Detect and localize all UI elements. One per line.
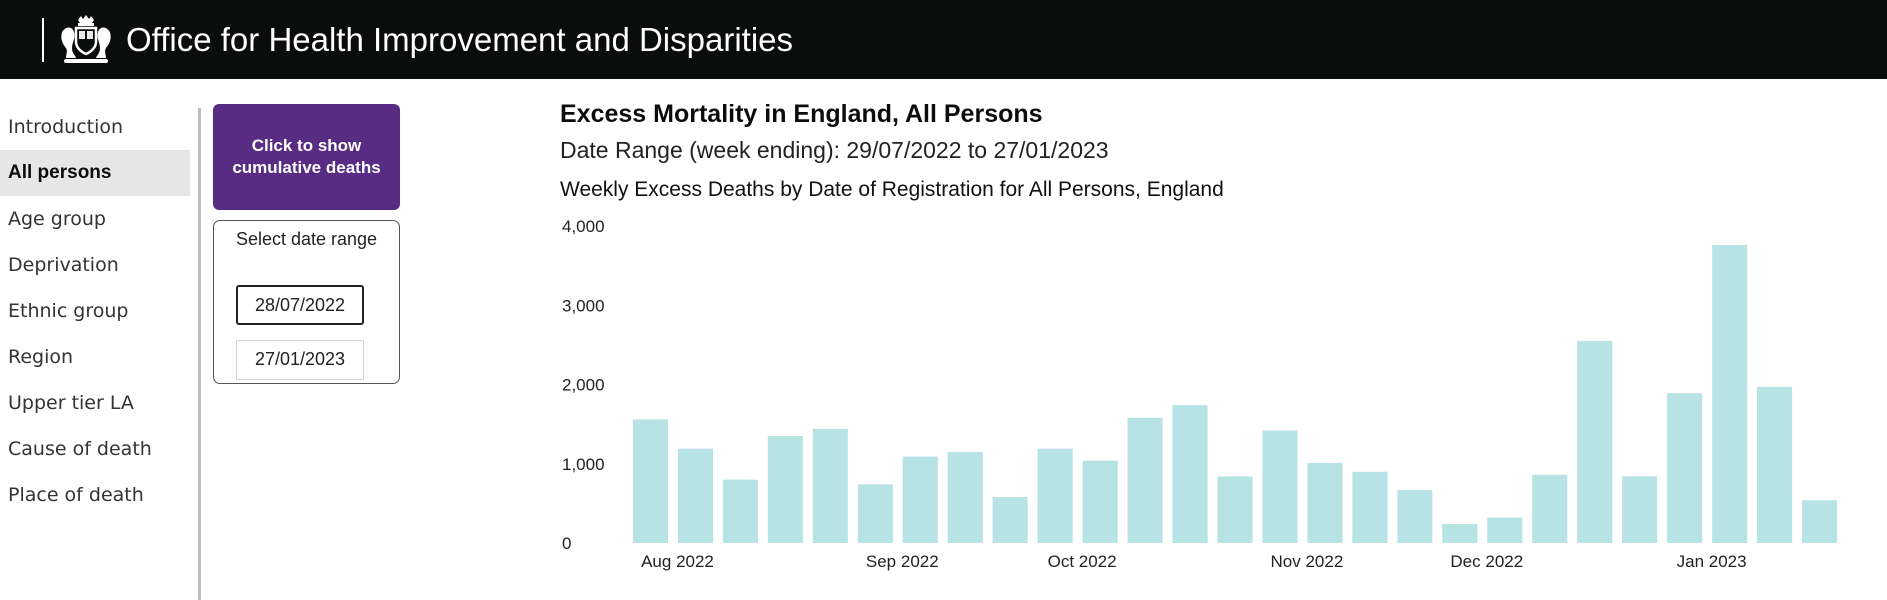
chart-title: Excess Mortality in England, All Persons	[560, 100, 1043, 128]
x-tick-label: Jan 2023	[1677, 552, 1747, 571]
bar-week-2022-10-14[interactable]	[1127, 417, 1163, 543]
nav-item-age-group[interactable]: Age group	[8, 208, 106, 230]
header-title: Office for Health Improvement and Dispar…	[126, 20, 794, 58]
start-date-input[interactable]: 28/07/2022	[236, 285, 364, 325]
bar-week-2023-01-27[interactable]	[1802, 500, 1838, 543]
nav-item-all-persons[interactable]: All persons	[0, 150, 190, 196]
bar-week-2023-01-20[interactable]	[1757, 386, 1793, 543]
y-tick-label: 4,000	[562, 217, 605, 236]
end-date-input[interactable]: 27/01/2023	[236, 340, 364, 380]
nav-item-place-of-death[interactable]: Place of death	[8, 484, 144, 506]
bar-week-2022-11-18[interactable]	[1352, 471, 1388, 543]
sidebar-nav: Introduction All persons Age group Depri…	[0, 104, 190, 518]
date-range-label: Select date range	[235, 229, 378, 249]
nav-item-region[interactable]: Region	[8, 346, 74, 368]
bar-week-2022-10-21[interactable]	[1172, 405, 1208, 543]
x-tick-label: Oct 2022	[1048, 552, 1117, 571]
bar-week-2022-12-23[interactable]	[1577, 340, 1613, 543]
show-cumulative-deaths-button[interactable]: Click to show cumulative deaths	[213, 104, 400, 210]
bar-week-2022-09-16[interactable]	[947, 451, 983, 543]
y-tick-label: 0	[562, 534, 571, 553]
excess-deaths-bar-chart: 0 1,000 2,000 3,000 4,000 Aug 2022 Sep 2022 Oct…	[562, 217, 1838, 571]
nav-item-ethnic-group[interactable]: Ethnic group	[8, 300, 129, 322]
nav-item-cause-of-death[interactable]: Cause of death	[8, 438, 152, 460]
chart-date-range: Date Range (week ending): 29/07/2022 to …	[560, 137, 1109, 163]
nav-item-introduction[interactable]: Introduction	[8, 116, 124, 138]
sidebar-divider	[198, 108, 201, 600]
bar-week-2022-08-12[interactable]	[722, 479, 758, 543]
bar-week-2022-10-28[interactable]	[1217, 476, 1253, 543]
bar-week-2023-01-06[interactable]	[1667, 393, 1703, 543]
bar-week-2022-12-09[interactable]	[1487, 517, 1523, 543]
bar-week-2022-12-30[interactable]	[1622, 476, 1658, 543]
bar-week-2022-11-25[interactable]	[1397, 489, 1433, 543]
site-header: Office for Health Improvement and Dispar…	[0, 0, 1887, 79]
bar-week-2022-08-26[interactable]	[812, 428, 848, 543]
bar-week-2022-09-02[interactable]	[857, 484, 893, 543]
royal-coat-of-arms-icon	[61, 14, 111, 63]
bar-week-2022-07-29[interactable]	[632, 419, 668, 543]
bar-week-2022-10-07[interactable]	[1082, 460, 1118, 543]
bar-week-2022-12-02[interactable]	[1442, 524, 1478, 543]
bar-week-2023-01-13[interactable]	[1712, 245, 1748, 543]
bar-week-2022-11-04[interactable]	[1262, 430, 1298, 544]
bar-week-2022-12-16[interactable]	[1532, 474, 1568, 543]
cumulative-button-label: Click to show cumulative deaths	[232, 136, 381, 177]
header-divider	[42, 17, 44, 62]
bar-week-2022-09-23[interactable]	[992, 497, 1028, 543]
y-tick-label: 1,000	[562, 455, 605, 474]
chart-caption: Weekly Excess Deaths by Date of Registra…	[560, 178, 1224, 201]
x-tick-label: Nov 2022	[1271, 552, 1344, 571]
bar-week-2022-08-19[interactable]	[767, 436, 803, 543]
y-tick-label: 3,000	[562, 296, 605, 315]
nav-item-deprivation[interactable]: Deprivation	[8, 254, 119, 276]
bar-week-2022-08-05[interactable]	[677, 448, 713, 543]
bar-week-2022-11-11[interactable]	[1307, 463, 1343, 543]
nav-item-upper-tier-la[interactable]: Upper tier LA	[8, 392, 134, 414]
bar-week-2022-09-09[interactable]	[902, 456, 938, 543]
x-tick-label: Sep 2022	[866, 552, 939, 571]
x-tick-label: Aug 2022	[641, 552, 714, 571]
y-tick-label: 2,000	[562, 376, 605, 395]
date-range-panel: Select date range 28/07/2022 27/01/2023	[213, 220, 400, 384]
bar-week-2022-09-30[interactable]	[1037, 448, 1073, 543]
x-tick-label: Dec 2022	[1450, 552, 1523, 571]
